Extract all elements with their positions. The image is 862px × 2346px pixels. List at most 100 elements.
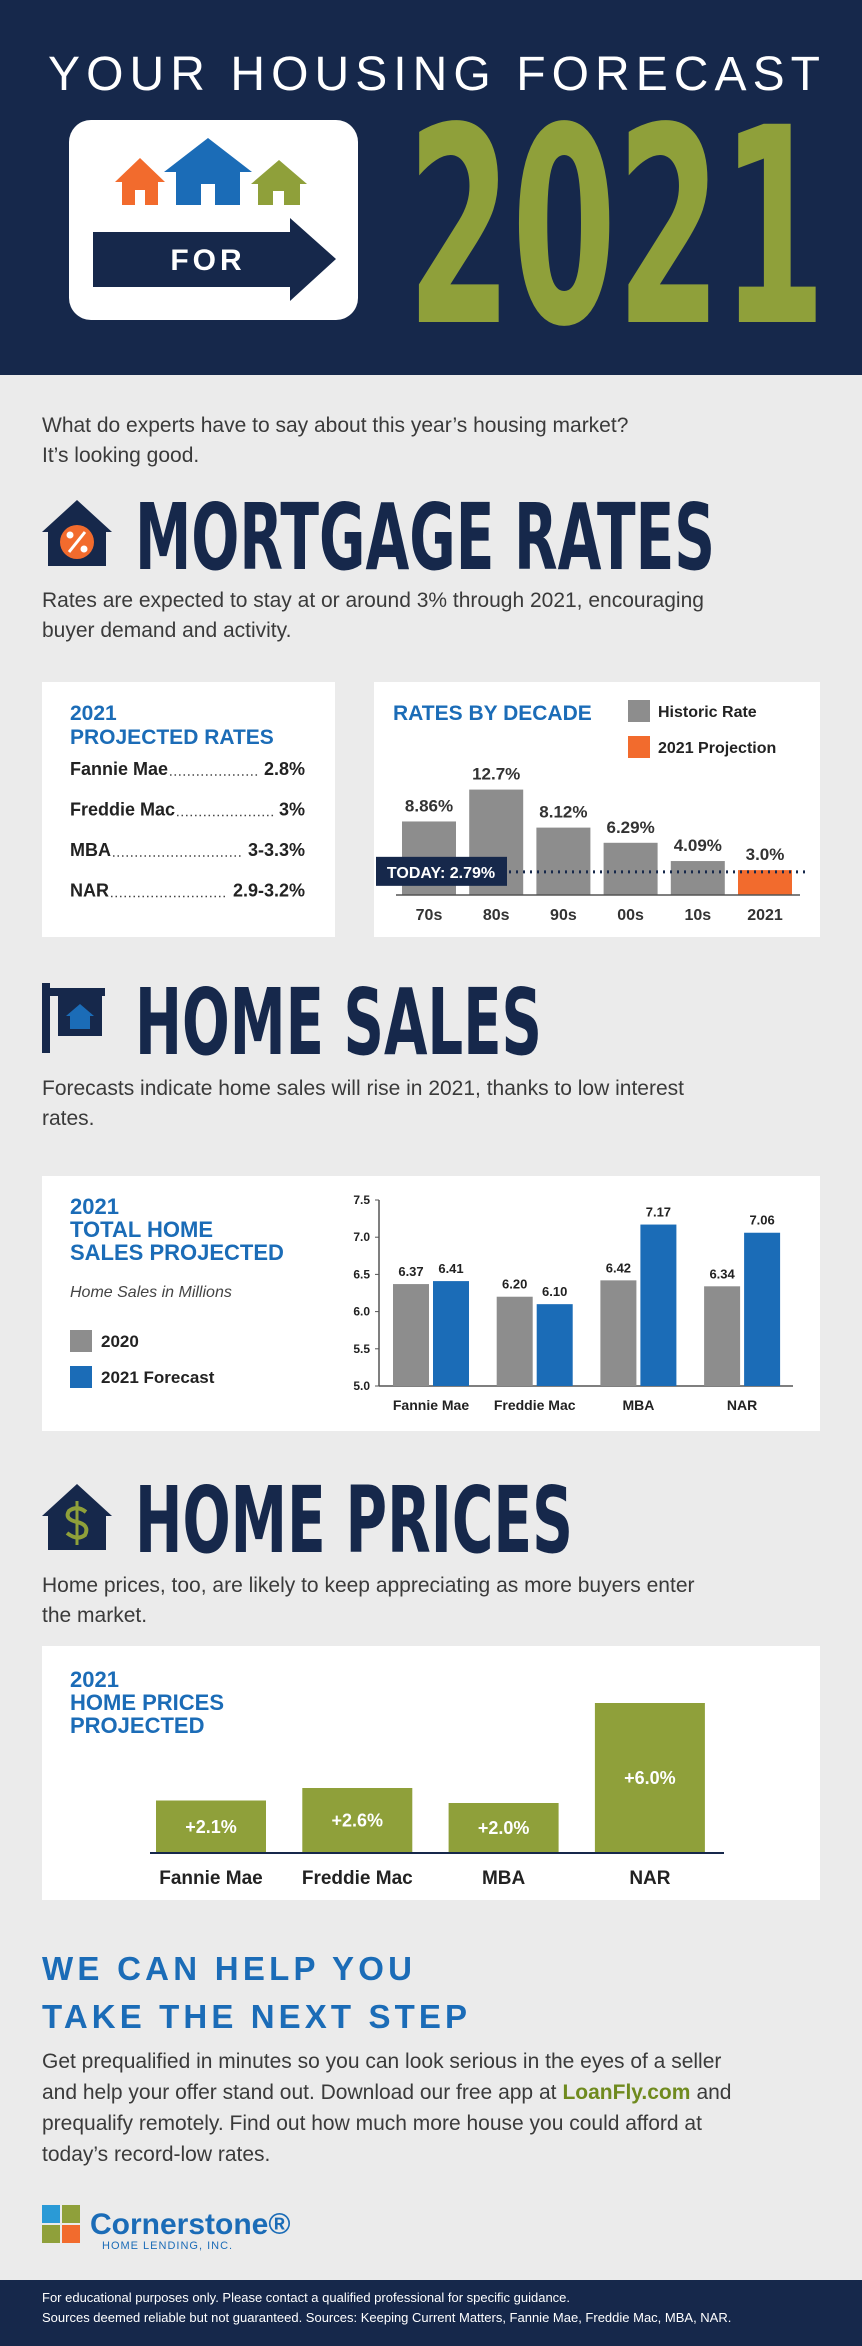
section-heading: HOME PRICES bbox=[135, 1467, 573, 1574]
x-tick-label: MBA bbox=[482, 1868, 526, 1889]
section-heading: HOME SALES bbox=[135, 969, 542, 1076]
card-title: HOME PRICES bbox=[70, 1690, 224, 1715]
value-label: 7.17 bbox=[646, 1205, 671, 1220]
paragraph-line: Home prices, too, are likely to keep app… bbox=[42, 1574, 695, 1597]
mortgage-icon bbox=[42, 500, 112, 566]
x-tick-label: NAR bbox=[727, 1397, 757, 1413]
card-title: PROJECTED bbox=[70, 1713, 204, 1738]
y-tick-label: 5.5 bbox=[353, 1342, 370, 1356]
help-heading: TAKE THE NEXT STEP bbox=[42, 1998, 467, 2035]
header-year: 2021 bbox=[407, 71, 826, 387]
paragraph-line: and help your offer stand out. Download … bbox=[42, 2081, 731, 2104]
card-title: PROJECTED RATES bbox=[70, 726, 274, 749]
x-tick-label: 80s bbox=[483, 907, 510, 924]
bar bbox=[536, 1304, 573, 1386]
value-label: 6.37 bbox=[398, 1264, 423, 1279]
logo-tagline: HOME LENDING, INC. bbox=[102, 2240, 233, 2252]
card-title: TOTAL HOME bbox=[70, 1217, 213, 1242]
paragraph-line: It’s looking good. bbox=[42, 444, 199, 467]
bar bbox=[744, 1232, 781, 1386]
footer-band bbox=[0, 2280, 862, 2346]
legend-label: 2020 bbox=[101, 1332, 139, 1351]
logo-icon bbox=[42, 2205, 80, 2243]
help-heading: WE CAN HELP YOU bbox=[42, 1950, 412, 1987]
bar bbox=[640, 1224, 677, 1386]
paragraph-line: today’s record-low rates. bbox=[42, 2143, 270, 2166]
value-label: 8.86% bbox=[405, 796, 453, 815]
y-tick-label: 6.0 bbox=[353, 1305, 370, 1319]
x-tick-label: Freddie Mac bbox=[302, 1868, 413, 1889]
paragraph-line: rates. bbox=[42, 1107, 95, 1130]
y-tick-label: 5.0 bbox=[353, 1379, 370, 1393]
reference-label: TODAY: 2.79% bbox=[387, 865, 495, 882]
x-tick-label: Fannie Mae bbox=[393, 1397, 469, 1413]
value-label: 6.20 bbox=[502, 1277, 527, 1292]
bar bbox=[594, 1703, 705, 1853]
rate-value: 2.8% bbox=[264, 759, 305, 779]
logo-name: Cornerstone® bbox=[90, 2208, 290, 2241]
paragraph-line: Forecasts indicate home sales will rise … bbox=[42, 1077, 684, 1100]
paragraph-line: Rates are expected to stay at or around … bbox=[42, 589, 704, 612]
x-tick-label: Fannie Mae bbox=[159, 1868, 262, 1889]
legend-label: 2021 Projection bbox=[658, 740, 776, 757]
value-label: 7.06 bbox=[749, 1213, 774, 1228]
legend-label: 2021 Forecast bbox=[101, 1368, 215, 1387]
reference-label-box bbox=[376, 856, 507, 886]
rate-source: MBA bbox=[70, 840, 111, 860]
house-icons bbox=[115, 138, 307, 205]
x-tick-label: Freddie Mac bbox=[494, 1397, 576, 1413]
value-label: 6.42 bbox=[606, 1260, 631, 1275]
y-tick-label: 6.5 bbox=[353, 1267, 370, 1281]
rate-source: Freddie Mac bbox=[70, 800, 175, 820]
bar bbox=[670, 861, 725, 895]
rate-source: Fannie Mae bbox=[70, 759, 168, 779]
footer-line: For educational purposes only. Please co… bbox=[42, 2290, 570, 2305]
y-tick-label: 7.5 bbox=[353, 1193, 370, 1207]
rate-value: 2.9-3.2% bbox=[233, 881, 305, 901]
prices-icon bbox=[42, 1484, 112, 1550]
rate-value: 3-3.3% bbox=[248, 840, 305, 860]
value-label: 12.7% bbox=[472, 765, 520, 784]
bar bbox=[704, 1286, 741, 1386]
legend-label: Historic Rate bbox=[658, 704, 757, 721]
x-tick-label: 10s bbox=[684, 907, 711, 924]
value-label: 6.10 bbox=[542, 1284, 567, 1299]
bar bbox=[536, 827, 591, 895]
header-arrow bbox=[93, 218, 336, 301]
bar bbox=[433, 1281, 469, 1386]
card bbox=[42, 682, 335, 937]
section-heading: MORTGAGE RATES bbox=[135, 484, 715, 591]
x-tick-label: 90s bbox=[550, 907, 577, 924]
bar bbox=[393, 1284, 429, 1386]
card-title: 2021 bbox=[70, 1194, 119, 1219]
x-tick-label: 00s bbox=[617, 907, 644, 924]
badge-text: FOR bbox=[170, 244, 245, 277]
value-label: 6.34 bbox=[709, 1266, 735, 1281]
value-label: 6.29% bbox=[606, 818, 654, 837]
bar bbox=[738, 870, 792, 895]
legend-swatch bbox=[70, 1366, 92, 1388]
bar bbox=[600, 1280, 637, 1386]
legend-swatch bbox=[628, 736, 650, 758]
bar bbox=[302, 1788, 413, 1853]
value-label: +2.0% bbox=[478, 1818, 530, 1838]
bar bbox=[448, 1803, 559, 1853]
paragraph-line: prequalify remotely. Find out how much m… bbox=[42, 2112, 702, 2135]
text-span: and bbox=[696, 2081, 731, 2104]
link[interactable]: LoanFly.com bbox=[562, 2081, 690, 2104]
bar bbox=[603, 842, 658, 895]
paragraph-line: Get prequalified in minutes so you can l… bbox=[42, 2050, 721, 2073]
paragraph-line: buyer demand and activity. bbox=[42, 619, 291, 642]
value-label: +2.1% bbox=[185, 1817, 237, 1837]
sales-icon bbox=[42, 983, 105, 1053]
rate-value: 3% bbox=[279, 800, 305, 820]
x-tick-label: NAR bbox=[629, 1868, 670, 1889]
bar bbox=[156, 1800, 266, 1853]
text-span: and help your offer stand out. Download … bbox=[42, 2081, 557, 2104]
card-title: 2021 bbox=[70, 1667, 119, 1692]
rate-source: NAR bbox=[70, 881, 109, 901]
paragraph-line: the market. bbox=[42, 1604, 147, 1627]
